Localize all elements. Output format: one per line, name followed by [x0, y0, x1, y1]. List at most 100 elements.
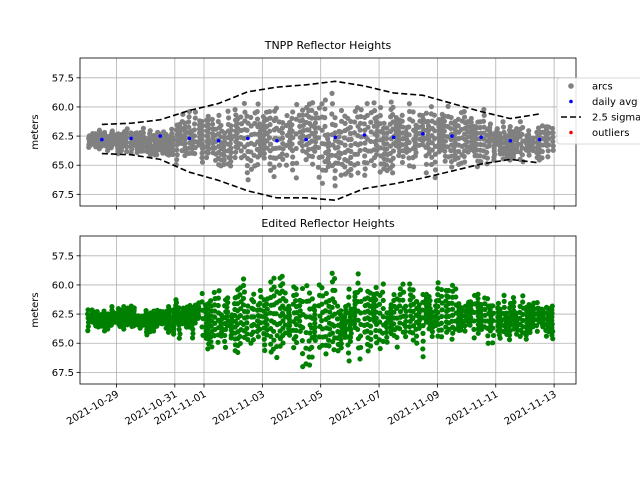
edited-point	[468, 314, 474, 320]
arc-point	[358, 134, 364, 140]
arc-point	[448, 114, 454, 121]
edited-point	[380, 281, 386, 287]
edited-point	[420, 346, 426, 352]
arc-point	[170, 151, 176, 158]
edited-point	[312, 333, 318, 339]
edited-point	[475, 330, 481, 336]
edited-point	[497, 335, 503, 341]
edited-point	[435, 309, 441, 315]
edited-point	[373, 284, 379, 291]
edited-point	[543, 333, 550, 339]
arc-point	[377, 104, 384, 111]
edited-point	[268, 341, 274, 347]
arc-point	[400, 136, 406, 142]
arc-point	[373, 119, 380, 125]
edited-point	[345, 302, 352, 308]
edited-point	[495, 300, 502, 306]
arc-point	[267, 128, 273, 134]
arc-point	[225, 108, 231, 114]
edited-point	[306, 338, 312, 344]
arc-point	[191, 127, 198, 133]
arc-point	[342, 120, 348, 126]
arc-point	[390, 155, 396, 161]
arc-point	[452, 127, 458, 133]
arc-point	[234, 120, 240, 127]
x-tick-label: 2021-11-09	[386, 389, 442, 428]
edited-point	[311, 307, 318, 313]
daily-avg-point	[100, 137, 104, 142]
arc-point	[525, 132, 532, 138]
edited-point	[322, 308, 329, 314]
edited-point	[85, 307, 91, 313]
y-tick-label: 67.5	[52, 190, 74, 201]
arc-point	[199, 150, 205, 156]
arc-point	[228, 158, 234, 165]
arc-point	[468, 115, 474, 122]
arc-point	[432, 151, 439, 157]
edited-point	[319, 326, 326, 332]
arc-point	[406, 132, 412, 138]
edited-point	[212, 320, 218, 326]
edited-point	[445, 287, 452, 294]
edited-point	[420, 323, 426, 329]
arc-point	[279, 151, 285, 157]
arc-point	[260, 114, 266, 120]
edited-point	[384, 334, 390, 340]
arc-point	[390, 170, 396, 176]
edited-point	[262, 342, 268, 348]
arc-point	[432, 136, 438, 142]
arc-point	[147, 152, 154, 158]
edited-point	[241, 289, 248, 295]
legend-marker	[569, 130, 573, 135]
arc-point	[228, 127, 234, 133]
arc-point	[406, 124, 412, 130]
arc-point	[182, 152, 188, 159]
arc-point	[455, 155, 461, 161]
edited-point	[199, 290, 205, 297]
edited-point	[445, 307, 452, 313]
arc-point	[319, 180, 326, 186]
arc-point	[180, 111, 186, 117]
arc-point	[289, 167, 296, 173]
edited-point	[520, 311, 526, 317]
edited-point	[501, 292, 507, 298]
arc-point	[373, 142, 380, 148]
daily-avg-point	[187, 136, 192, 141]
edited-point	[257, 287, 263, 294]
arc-point	[550, 134, 556, 140]
edited-point	[520, 317, 526, 324]
edited-point	[205, 346, 211, 352]
legend-entry: outliers	[592, 128, 629, 139]
arc-point	[280, 156, 286, 162]
arc-point	[352, 119, 358, 125]
arc-point	[182, 144, 188, 151]
arc-point	[261, 150, 267, 157]
arc-point	[244, 127, 250, 133]
daily-avg-point	[421, 131, 425, 136]
axes-frame	[79, 235, 577, 385]
edited-point	[323, 351, 329, 357]
arc-point	[209, 116, 215, 123]
edited-point	[208, 298, 214, 304]
edited-point	[332, 287, 338, 294]
edited-point	[190, 330, 196, 337]
arc-point	[444, 144, 451, 150]
arc-point	[227, 132, 233, 138]
arc-point	[478, 158, 484, 165]
arc-point	[199, 118, 205, 125]
edited-point	[347, 322, 353, 328]
edited-point	[410, 337, 416, 343]
arc-point	[425, 123, 432, 129]
edited-point	[380, 338, 386, 344]
arc-point	[423, 170, 429, 176]
arc-point	[289, 122, 295, 128]
edited-point	[282, 290, 288, 296]
arc-point	[284, 112, 290, 119]
arc-point	[319, 154, 325, 160]
edited-point	[546, 328, 552, 335]
arc-point	[255, 101, 261, 107]
sigma-line	[101, 80, 540, 126]
edited-point	[368, 336, 374, 342]
edited-point	[215, 302, 221, 309]
